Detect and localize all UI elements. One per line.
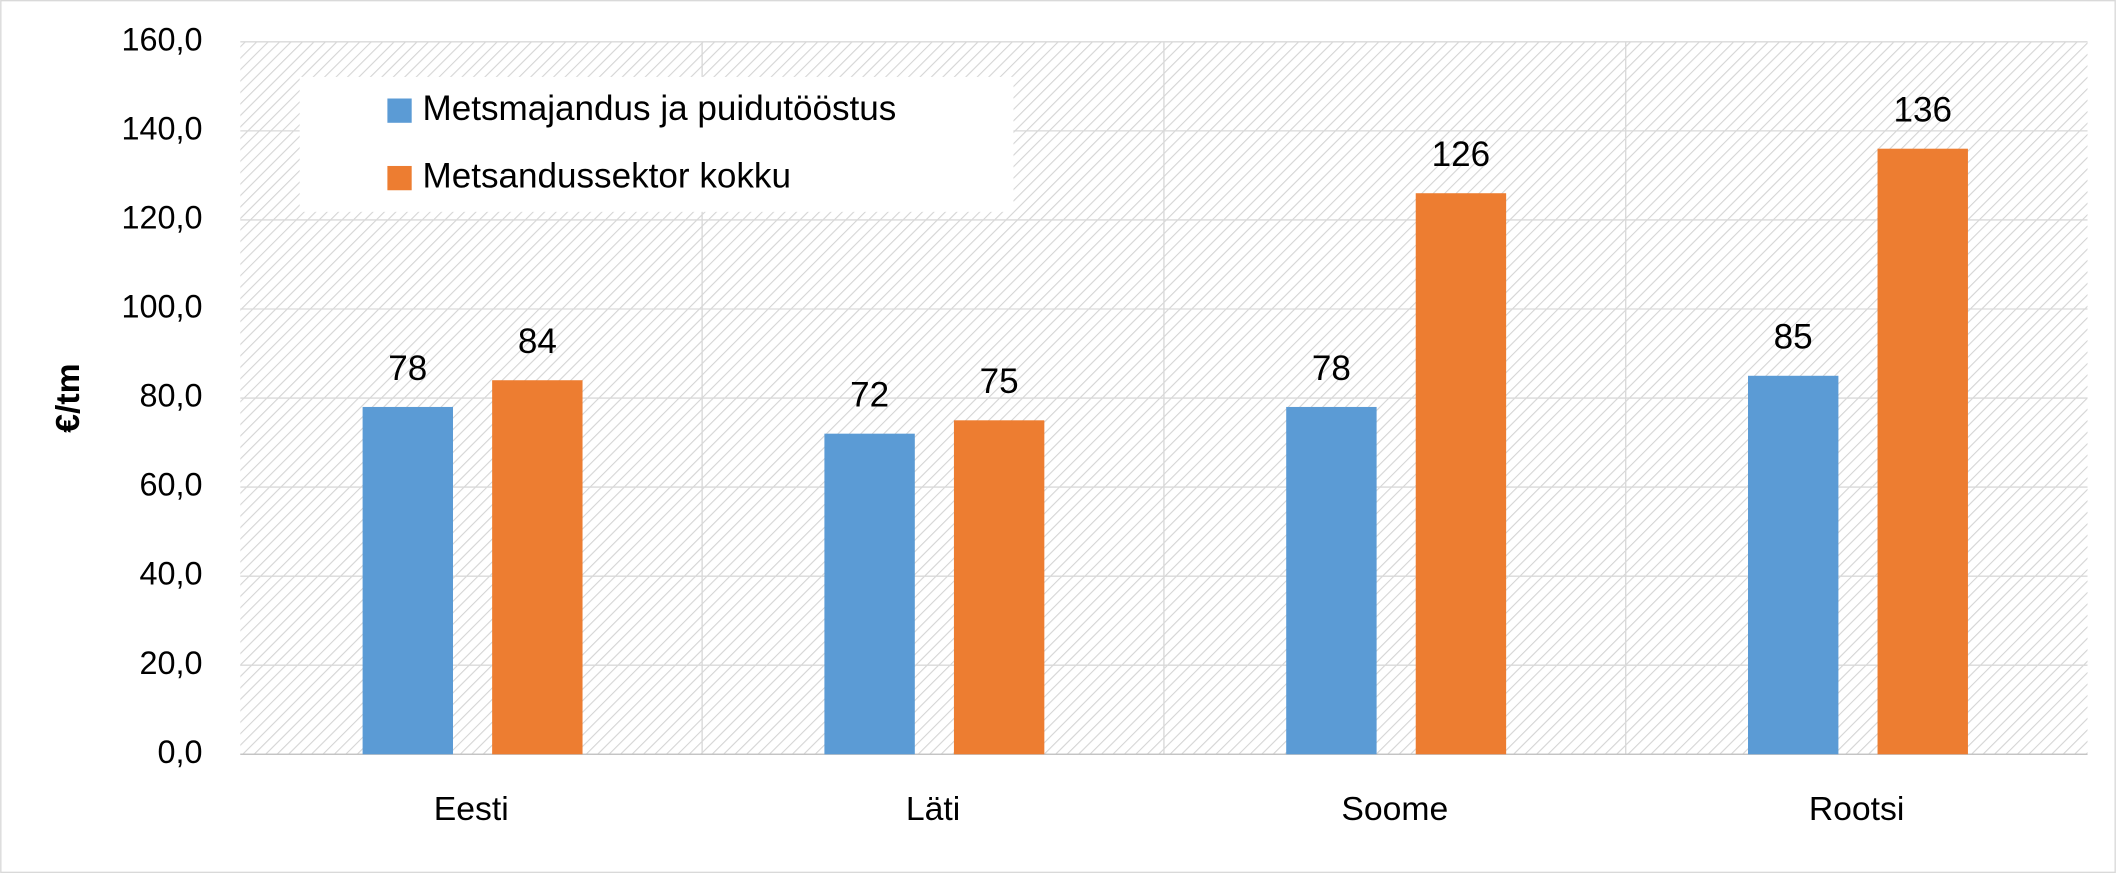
data-label: 72 bbox=[850, 376, 889, 415]
x-tick-label: Soome bbox=[1341, 790, 1448, 828]
y-tick-label: 0,0 bbox=[158, 734, 203, 770]
legend-label: Metsmajandus ja puidutööstus bbox=[422, 89, 896, 128]
data-label: 84 bbox=[518, 322, 557, 361]
x-tick-label: Läti bbox=[906, 790, 960, 828]
y-tick-label: 60,0 bbox=[140, 467, 203, 503]
bar bbox=[953, 420, 1045, 755]
x-tick-label: Eesti bbox=[434, 790, 509, 828]
bar bbox=[824, 433, 915, 755]
bar bbox=[1748, 375, 1839, 755]
bar bbox=[1286, 406, 1377, 755]
y-tick-label: 120,0 bbox=[122, 199, 203, 235]
x-tick-label: Rootsi bbox=[1809, 790, 1905, 828]
data-label: 85 bbox=[1774, 318, 1813, 357]
bar bbox=[1877, 148, 1968, 755]
data-label: 126 bbox=[1432, 135, 1491, 174]
data-label: 78 bbox=[1312, 349, 1351, 388]
y-tick-label: 20,0 bbox=[140, 645, 203, 681]
bar bbox=[1415, 193, 1507, 755]
data-label: 136 bbox=[1893, 91, 1952, 130]
legend-label: Metsandussektor kokku bbox=[422, 156, 790, 195]
data-label: 78 bbox=[388, 349, 427, 388]
y-tick-label: 100,0 bbox=[122, 289, 203, 325]
legend-swatch bbox=[387, 165, 412, 191]
bar bbox=[362, 406, 454, 755]
legend-swatch bbox=[387, 98, 412, 123]
y-tick-label: 160,0 bbox=[122, 21, 203, 57]
y-axis-title: €/tm bbox=[49, 363, 87, 432]
y-tick-label: 40,0 bbox=[140, 556, 203, 592]
y-tick-label: 80,0 bbox=[140, 378, 203, 414]
bar bbox=[492, 380, 583, 755]
legend-box bbox=[299, 76, 1014, 212]
data-label: 75 bbox=[980, 362, 1019, 401]
y-tick-label: 140,0 bbox=[122, 110, 203, 146]
